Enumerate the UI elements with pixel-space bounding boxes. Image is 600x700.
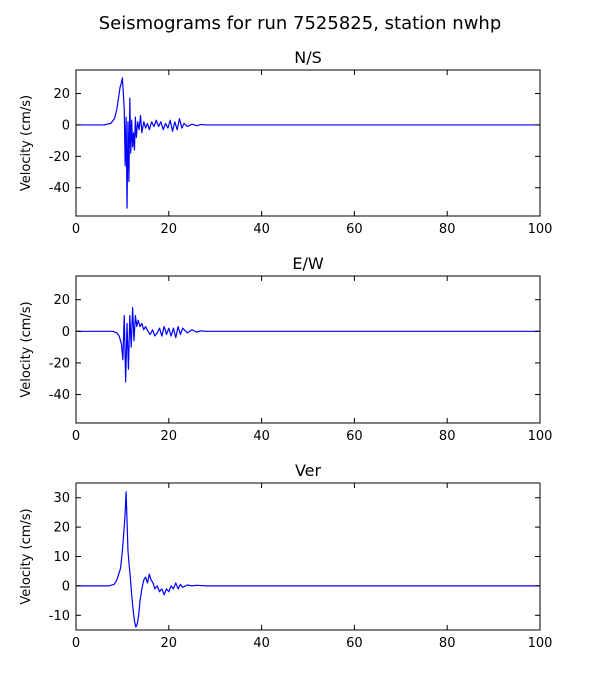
- x-tick-label: 100: [528, 429, 553, 444]
- x-tick-label: 60: [346, 429, 363, 444]
- y-tick-label: -40: [49, 388, 70, 403]
- x-tick-label: 40: [253, 222, 270, 237]
- x-tick-label: 80: [439, 222, 456, 237]
- x-tick-label: 60: [346, 222, 363, 237]
- y-tick-label: 20: [53, 521, 70, 536]
- x-tick-label: 40: [253, 636, 270, 651]
- velocity-trace: [76, 491, 540, 628]
- y-tick-label: -20: [49, 356, 70, 371]
- y-tick-label: 20: [53, 293, 70, 308]
- y-tick-label: 20: [53, 87, 70, 102]
- y-axis-label: Velocity (cm/s): [19, 301, 34, 397]
- x-tick-label: 20: [161, 429, 178, 444]
- panel-title: N/S: [294, 48, 322, 67]
- axes-frame: [75, 69, 541, 217]
- x-tick-label: 0: [72, 636, 80, 651]
- panel-title: E/W: [292, 254, 324, 273]
- x-tick-label: 80: [439, 636, 456, 651]
- x-tick-label: 60: [346, 636, 363, 651]
- x-tick-label: 20: [161, 636, 178, 651]
- x-tick-label: 100: [528, 222, 553, 237]
- x-tick-label: 80: [439, 429, 456, 444]
- velocity-trace: [76, 307, 540, 383]
- x-tick-label: 100: [528, 636, 553, 651]
- axes-frame: [75, 482, 541, 631]
- y-axis-label: Velocity (cm/s): [19, 95, 34, 191]
- y-tick-label: -20: [49, 150, 70, 165]
- figure-title: Seismograms for run 7525825, station nwh…: [99, 13, 502, 34]
- y-tick-label: 0: [62, 118, 70, 133]
- y-tick-label: 30: [53, 491, 70, 506]
- y-axis-label: Velocity (cm/s): [19, 508, 34, 604]
- y-tick-label: -40: [49, 181, 70, 196]
- x-tick-label: 20: [161, 222, 178, 237]
- axes-frame: [75, 275, 541, 424]
- y-tick-label: 0: [62, 579, 70, 594]
- x-tick-label: 0: [72, 222, 80, 237]
- velocity-trace: [76, 77, 540, 209]
- x-tick-label: 0: [72, 429, 80, 444]
- panel-ns: N/S 0 20 40 60 80 100 20 0 -20 -40 Velocity (cm/s): [19, 48, 552, 237]
- x-tick-label: 40: [253, 429, 270, 444]
- y-tick-label: 10: [53, 550, 70, 565]
- panel-ew: E/W 0 20 40 60 80 100 20 0 -20 -40 Velocity (cm/s): [19, 254, 552, 444]
- y-tick-label: 0: [62, 325, 70, 340]
- panel-title: Ver: [295, 461, 322, 480]
- y-tick-label: -10: [49, 609, 70, 624]
